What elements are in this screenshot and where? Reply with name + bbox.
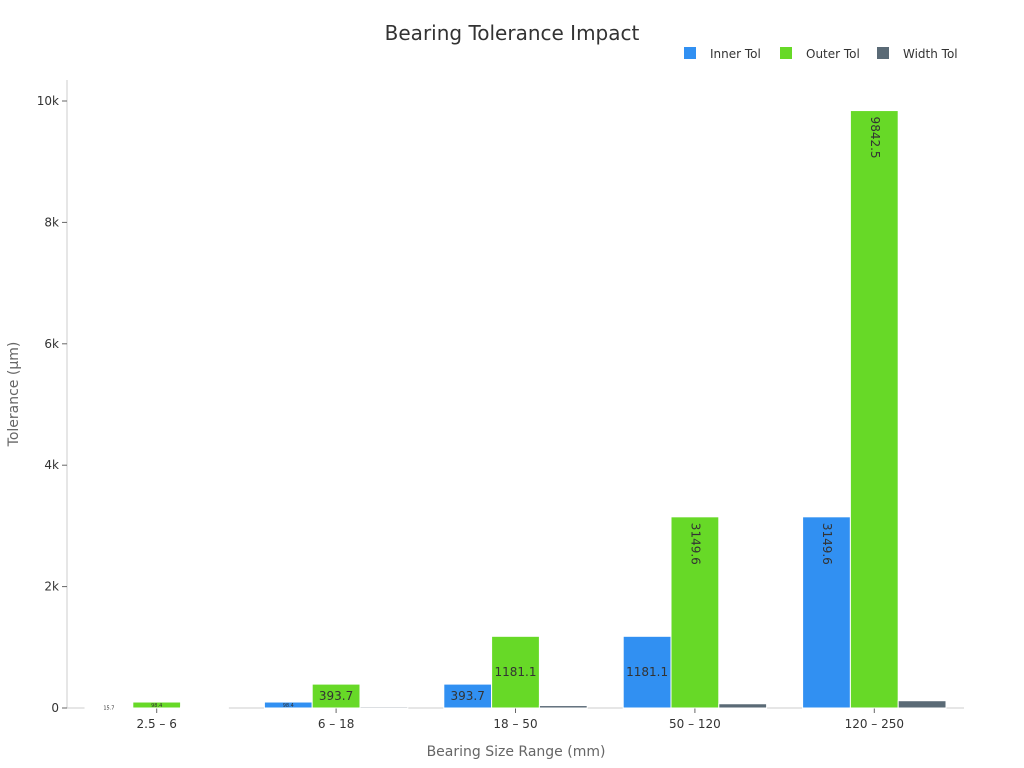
y-tick-label: 6k (44, 337, 59, 351)
bar-outer-tol (311, 683, 361, 709)
x-tick-label: 50 – 120 (669, 717, 721, 731)
y-tick-label: 8k (44, 215, 59, 229)
data-label: 3149.6 (688, 523, 702, 565)
bar-width-tol (359, 706, 409, 709)
y-tick-label: 2k (44, 580, 59, 594)
x-axis-ticks: 2.5 – 6 6 – 18 18 – 50 50 – 120 120 – 250 (137, 708, 904, 731)
legend-label: Inner Tol (710, 47, 761, 61)
x-tick-label: 6 – 18 (318, 717, 355, 731)
legend-swatch (684, 47, 696, 59)
data-label: 98.4 (151, 703, 162, 709)
bar-outer-tol (670, 516, 720, 709)
x-tick-label: 2.5 – 6 (137, 717, 177, 731)
data-label: 393.7 (451, 689, 485, 703)
legend-swatch (877, 47, 889, 59)
bar-width-tol (180, 706, 229, 709)
data-label: 393.7 (319, 689, 353, 703)
data-label: 1181.1 (626, 665, 668, 679)
x-tick-label: 18 – 50 (493, 717, 537, 731)
bar-width-tol (897, 700, 947, 709)
bars (84, 110, 947, 709)
data-label: 98.4 (283, 703, 294, 709)
y-axis-ticks: 0 2k 4k 6k 8k 10k (37, 94, 67, 715)
bar-outer-tol (849, 110, 899, 709)
bar-inner-tol (802, 516, 851, 709)
y-tick-label: 10k (37, 94, 59, 108)
bar-inner-tol (622, 635, 672, 709)
legend: Inner Tol Outer Tol Width Tol (684, 47, 958, 61)
data-label: 15.7 (103, 706, 114, 712)
chart-title: Bearing Tolerance Impact (385, 21, 640, 45)
x-axis-title: Bearing Size Range (mm) (427, 744, 606, 760)
legend-label: Outer Tol (806, 47, 860, 61)
bar-outer-tol (132, 701, 182, 709)
data-labels: 15.7 98.4 98.4 393.7 393.7 1181.1 1181.1 3149.6… (103, 117, 881, 712)
legend-swatch (780, 47, 792, 59)
y-tick-label: 0 (51, 701, 59, 715)
bar-width-tol (538, 705, 588, 709)
y-tick-label: 4k (44, 458, 59, 472)
y-axis-title: Tolerance (µm) (6, 342, 22, 448)
bar-outer-tol (491, 635, 540, 709)
data-label: 3149.6 (820, 523, 834, 565)
x-tick-label: 120 – 250 (845, 717, 904, 731)
data-label: 9842.5 (868, 117, 882, 159)
legend-label: Width Tol (903, 47, 958, 61)
data-label: 1181.1 (495, 665, 537, 679)
bar-width-tol (718, 703, 768, 709)
